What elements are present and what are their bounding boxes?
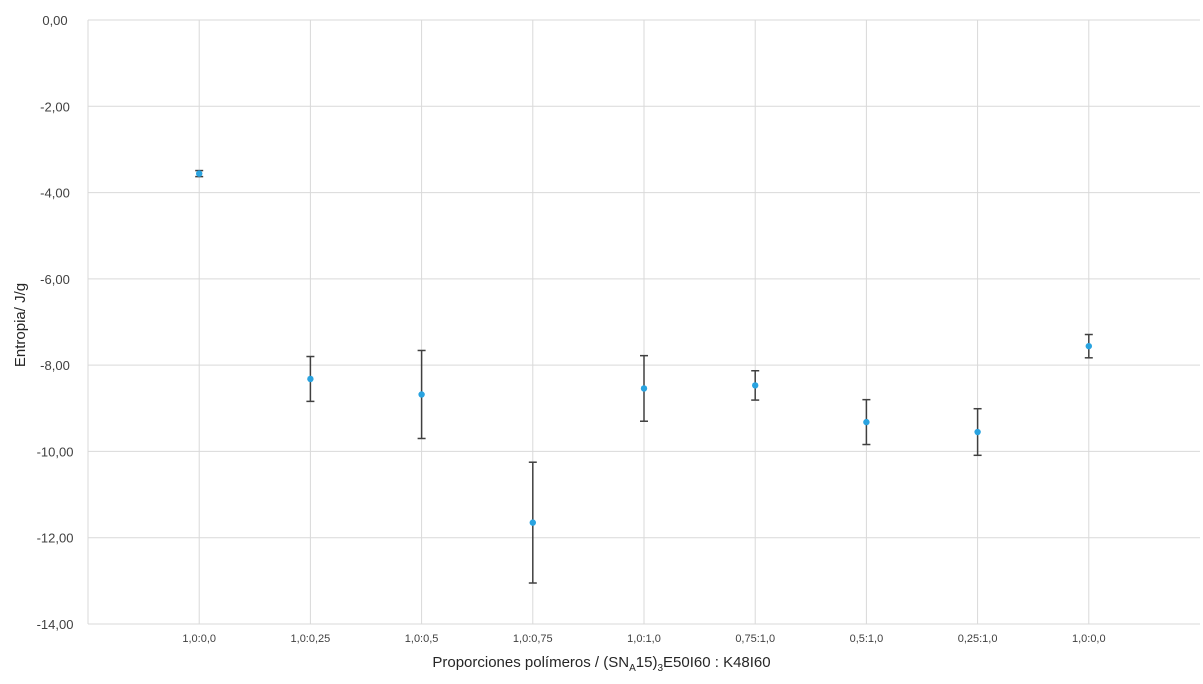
x-axis-title-prefix: Proporciones polímeros / (SN: [432, 654, 630, 671]
y-tick-label: -2,00: [40, 99, 70, 114]
x-axis-title-subscript-3: 3: [657, 663, 664, 674]
data-point: [752, 382, 759, 389]
y-tick-label: -6,00: [40, 272, 70, 287]
x-tick-label: 1,0:0,0: [1072, 633, 1106, 645]
x-axis-title-subscript-a: A: [629, 663, 636, 674]
y-tick-label: 0,00: [42, 13, 67, 28]
data-points: [196, 170, 1093, 526]
data-point: [307, 375, 314, 383]
x-axis-title-mid: 15): [635, 654, 658, 671]
x-axis-ticks: 1,0:0,0 1,0:0,25 1,0:0,5 1,0:0,75 1,0:1,0 0,7…: [182, 633, 1105, 645]
y-tick-label: -8,00: [40, 358, 70, 373]
data-point: [196, 170, 203, 177]
data-point: [529, 519, 536, 526]
data-point: [974, 428, 981, 436]
y-tick-label: -10,00: [37, 444, 74, 459]
x-tick-label: 0,25:1,0: [958, 633, 998, 645]
data-point: [863, 418, 870, 426]
y-tick-label: -14,00: [37, 617, 74, 632]
x-tick-label: 1,0:0,75: [513, 633, 553, 645]
x-axis-title: Proporciones polímeros / (SNA15)3E50I60 …: [0, 654, 1203, 674]
y-tick-label: -12,00: [37, 531, 74, 546]
data-point: [1085, 342, 1093, 350]
x-tick-label: 0,75:1,0: [735, 633, 775, 645]
y-axis-ticks: 0,00 -2,00 -4,00 -6,00 -8,00 -10,00 -12,00 -14,…: [37, 13, 74, 632]
x-tick-label: 1,0:0,0: [182, 633, 216, 645]
gridlines: [87, 19, 1200, 625]
data-point: [418, 391, 425, 398]
x-tick-label: 1,0:0,25: [291, 633, 331, 645]
y-axis-title: Entropia/ J/g: [12, 283, 29, 367]
x-tick-label: 1,0:1,0: [627, 633, 661, 645]
x-axis-title-suffix: E50I60 : K48I60: [663, 654, 771, 671]
data-point: [640, 385, 648, 392]
x-tick-label: 1,0:0,5: [405, 633, 439, 645]
x-tick-label: 0,5:1,0: [850, 633, 884, 645]
y-tick-label: -4,00: [40, 186, 70, 201]
